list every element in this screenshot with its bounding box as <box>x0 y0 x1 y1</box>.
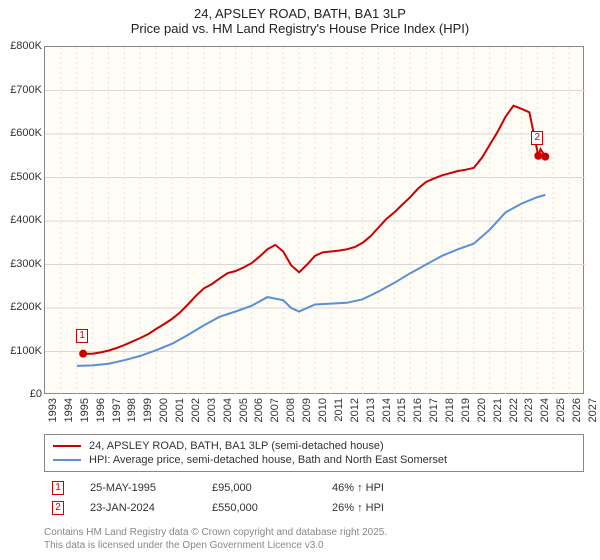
x-tick-label: 2021 <box>492 398 504 422</box>
legend-row: 24, APSLEY ROAD, BATH, BA1 3LP (semi-det… <box>53 439 575 453</box>
title-block: 24, APSLEY ROAD, BATH, BA1 3LP Price pai… <box>0 0 600 36</box>
series-end-marker <box>541 153 549 161</box>
x-tick-label: 1998 <box>126 398 138 422</box>
transaction-date: 23-JAN-2024 <box>72 502 212 514</box>
y-tick-label: £300K <box>2 258 42 270</box>
plot-area <box>44 46 584 394</box>
x-tick-label: 1994 <box>63 398 75 422</box>
footer-line-1: Contains HM Land Registry data © Crown c… <box>44 526 387 539</box>
x-tick-label: 2009 <box>301 398 313 422</box>
x-tick-label: 1999 <box>142 398 154 422</box>
x-tick-label: 2012 <box>349 398 361 422</box>
y-tick-label: £700K <box>2 84 42 96</box>
legend-label: 24, APSLEY ROAD, BATH, BA1 3LP (semi-det… <box>89 440 384 452</box>
legend: 24, APSLEY ROAD, BATH, BA1 3LP (semi-det… <box>44 434 584 472</box>
x-tick-label: 1996 <box>95 398 107 422</box>
title-line-1: 24, APSLEY ROAD, BATH, BA1 3LP <box>0 6 600 21</box>
x-tick-label: 2003 <box>206 398 218 422</box>
x-tick-label: 2001 <box>174 398 186 422</box>
sale-marker-box: 1 <box>76 329 88 343</box>
y-tick-label: £800K <box>2 40 42 52</box>
x-tick-label: 2027 <box>587 398 599 422</box>
x-tick-label: 1995 <box>79 398 91 422</box>
sale-marker-box: 2 <box>531 131 543 145</box>
x-tick-label: 2019 <box>460 398 472 422</box>
y-tick-label: £0 <box>2 388 42 400</box>
legend-swatch <box>53 445 81 447</box>
x-tick-label: 2000 <box>158 398 170 422</box>
x-tick-label: 2008 <box>285 398 297 422</box>
x-tick-label: 1993 <box>47 398 59 422</box>
x-tick-label: 2022 <box>508 398 520 422</box>
sale-point <box>79 350 87 358</box>
y-tick-label: £200K <box>2 301 42 313</box>
x-tick-label: 2018 <box>444 398 456 422</box>
x-tick-label: 2002 <box>190 398 202 422</box>
legend-label: HPI: Average price, semi-detached house,… <box>89 454 447 466</box>
x-tick-label: 2010 <box>317 398 329 422</box>
x-tick-label: 2007 <box>269 398 281 422</box>
x-tick-label: 2026 <box>571 398 583 422</box>
x-tick-label: 2024 <box>539 398 551 422</box>
transaction-delta: 46% ↑ HPI <box>332 482 452 494</box>
x-tick-label: 2020 <box>476 398 488 422</box>
legend-row: HPI: Average price, semi-detached house,… <box>53 453 575 467</box>
transaction-row: 1 25-MAY-1995£95,00046% ↑ HPI <box>44 478 584 498</box>
transaction-date: 25-MAY-1995 <box>72 482 212 494</box>
x-tick-label: 2014 <box>381 398 393 422</box>
transaction-price: £550,000 <box>212 502 332 514</box>
transaction-marker: 1 <box>52 481 64 495</box>
title-line-2: Price paid vs. HM Land Registry's House … <box>0 21 600 36</box>
sale-point <box>534 152 542 160</box>
transaction-price: £95,000 <box>212 482 332 494</box>
x-tick-label: 2016 <box>412 398 424 422</box>
transaction-marker: 2 <box>52 501 64 515</box>
x-tick-label: 2013 <box>365 398 377 422</box>
y-tick-label: £400K <box>2 214 42 226</box>
x-tick-label: 2011 <box>333 398 345 422</box>
y-tick-label: £500K <box>2 171 42 183</box>
transaction-row: 2 23-JAN-2024£550,00026% ↑ HPI <box>44 498 584 518</box>
x-tick-label: 2017 <box>428 398 440 422</box>
x-tick-label: 2023 <box>523 398 535 422</box>
series-line <box>83 106 545 354</box>
x-tick-label: 2005 <box>238 398 250 422</box>
chart-container: 24, APSLEY ROAD, BATH, BA1 3LP Price pai… <box>0 0 600 560</box>
x-tick-label: 2015 <box>396 398 408 422</box>
legend-swatch <box>53 459 81 461</box>
transaction-rows: 1 25-MAY-1995£95,00046% ↑ HPI 2 23-JAN-2024… <box>44 478 584 518</box>
x-tick-label: 2006 <box>253 398 265 422</box>
y-tick-label: £100K <box>2 345 42 357</box>
x-tick-label: 1997 <box>111 398 123 422</box>
x-tick-label: 2025 <box>555 398 567 422</box>
footer-line-2: This data is licensed under the Open Gov… <box>44 539 387 552</box>
x-tick-label: 2004 <box>222 398 234 422</box>
transaction-delta: 26% ↑ HPI <box>332 502 452 514</box>
y-tick-label: £600K <box>2 127 42 139</box>
plot-svg <box>45 47 583 393</box>
footer-attribution: Contains HM Land Registry data © Crown c… <box>44 526 387 552</box>
